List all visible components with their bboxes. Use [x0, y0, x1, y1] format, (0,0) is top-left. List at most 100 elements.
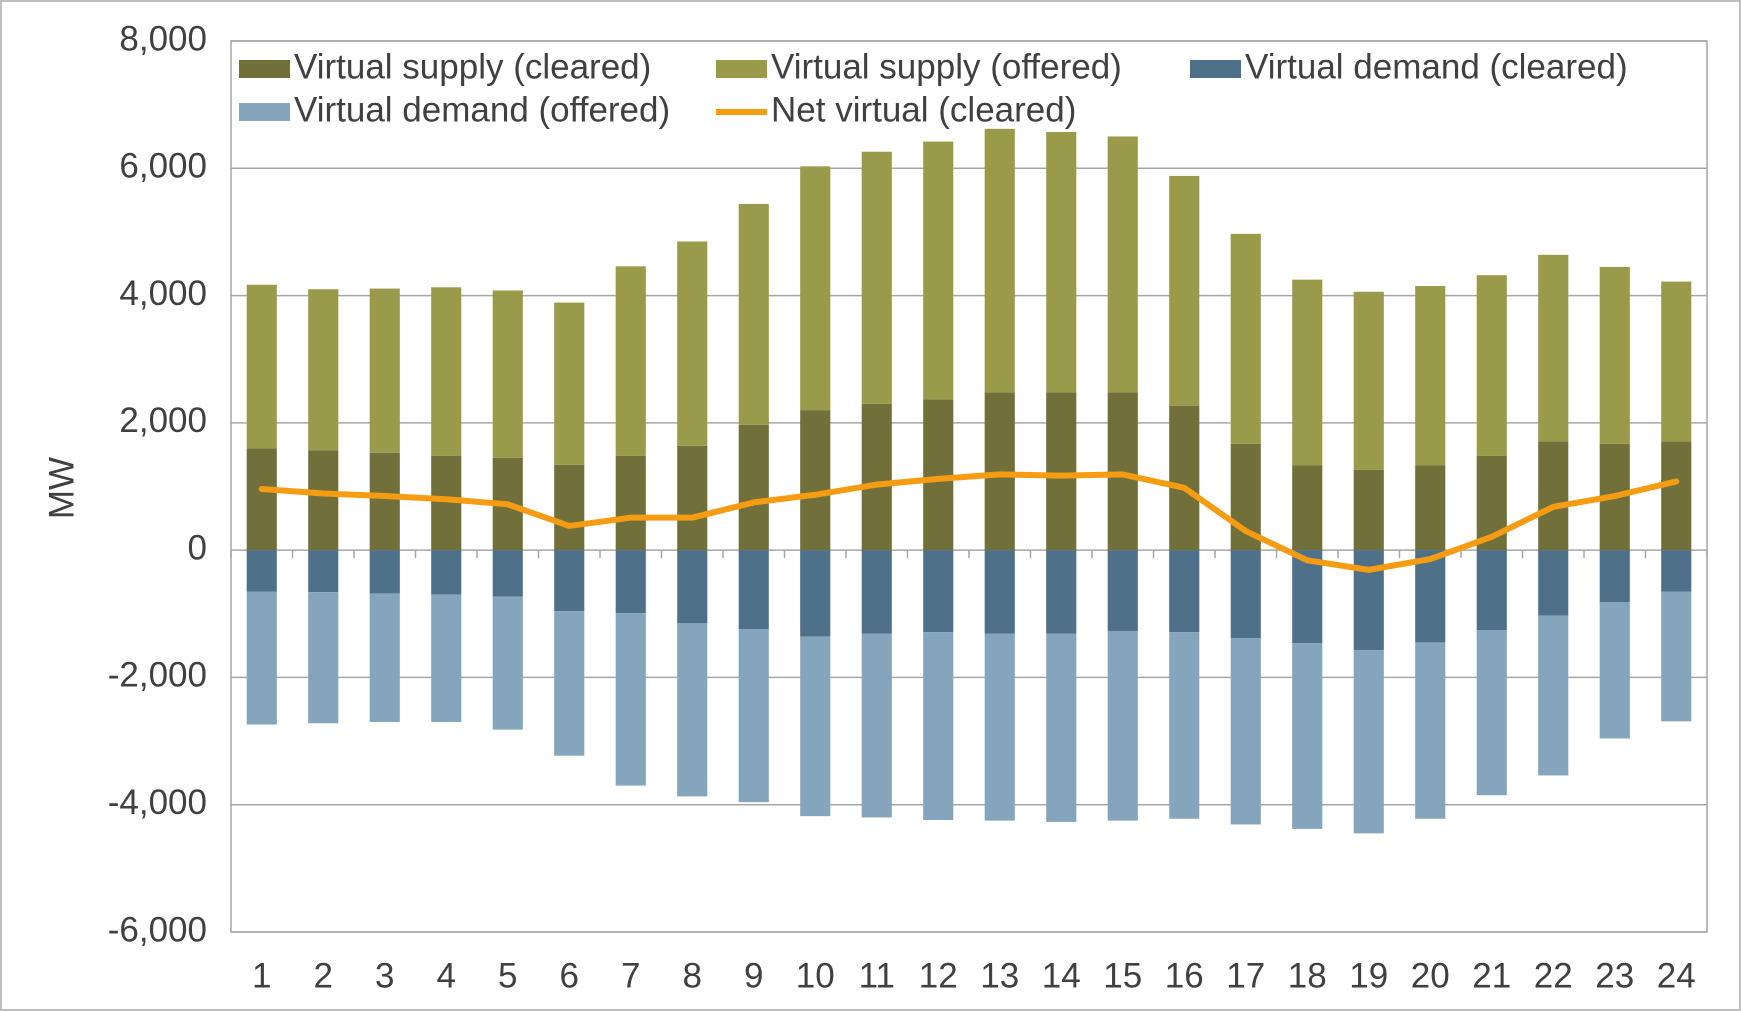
bar	[1169, 550, 1200, 633]
bar	[308, 289, 339, 451]
y-tick-label: 4,000	[119, 274, 207, 313]
bar	[800, 550, 831, 637]
bar	[1599, 266, 1630, 444]
y-tick-label: 8,000	[119, 19, 207, 58]
bar	[431, 287, 462, 456]
bar	[246, 550, 277, 592]
bar	[677, 445, 708, 551]
x-tick-label: 4	[437, 956, 456, 995]
bar	[554, 550, 585, 612]
bar	[1476, 275, 1507, 456]
bar	[1107, 630, 1138, 821]
x-tick-label: 1	[252, 956, 271, 995]
bar	[738, 629, 769, 803]
y-axis-label: MW	[42, 457, 81, 519]
bar	[1046, 633, 1077, 822]
bar	[1661, 591, 1692, 722]
bar	[246, 591, 277, 725]
bar	[369, 593, 400, 722]
x-tick-label: 21	[1472, 956, 1511, 995]
bar	[1046, 132, 1077, 393]
bar	[861, 403, 892, 551]
legend-label: Virtual supply (offered)	[771, 47, 1122, 86]
bar	[738, 203, 769, 425]
bar	[1661, 441, 1692, 551]
x-tick-label: 8	[683, 956, 702, 995]
bar	[1415, 550, 1446, 643]
bar	[923, 399, 954, 551]
bar	[1538, 615, 1569, 776]
x-tick-label: 10	[796, 956, 835, 995]
y-tick-label: -2,000	[108, 656, 207, 695]
bar	[984, 392, 1015, 551]
bar	[800, 410, 831, 551]
bar	[1353, 291, 1384, 470]
bar	[1107, 136, 1138, 393]
bar	[1169, 175, 1200, 406]
line	[258, 471, 1680, 573]
bar	[1292, 465, 1323, 551]
bar	[431, 594, 462, 722]
bar	[308, 450, 339, 551]
bar	[615, 613, 646, 786]
x-tick-label: 11	[859, 956, 895, 995]
y-tick-label: -6,000	[108, 910, 207, 949]
bar	[677, 241, 708, 446]
bar	[1476, 550, 1507, 631]
legend-label: Virtual demand (cleared)	[1245, 47, 1628, 86]
bar	[1661, 550, 1692, 592]
bar	[308, 592, 339, 724]
bar	[431, 550, 462, 595]
x-tick-label: 6	[560, 956, 579, 995]
bar	[1353, 469, 1384, 551]
bar	[1169, 632, 1200, 819]
bar	[984, 550, 1015, 634]
bar	[1230, 637, 1261, 825]
bar	[1107, 392, 1138, 551]
bar	[1415, 465, 1446, 551]
x-tick-label: 5	[498, 956, 517, 995]
bar	[861, 151, 892, 404]
bar	[1230, 550, 1261, 638]
legend-swatch	[716, 60, 767, 78]
bar	[369, 452, 400, 551]
legend-swatch	[239, 103, 290, 121]
x-tick-label: 13	[980, 956, 1019, 995]
x-tick-label: 24	[1657, 956, 1696, 995]
bar	[1476, 630, 1507, 796]
bar	[492, 290, 523, 458]
bar	[1292, 550, 1323, 644]
bar	[615, 455, 646, 551]
bar	[923, 141, 954, 400]
bar	[1415, 286, 1446, 466]
bar	[800, 636, 831, 817]
bar	[1538, 550, 1569, 616]
x-tick-label: 16	[1165, 956, 1204, 995]
legend-label: Virtual demand (offered)	[294, 90, 670, 129]
bar	[1538, 254, 1569, 442]
y-tick-label: 2,000	[119, 401, 207, 440]
bar	[554, 302, 585, 465]
x-tick-label: 19	[1349, 956, 1388, 995]
x-tick-label: 3	[375, 956, 394, 995]
bar	[923, 550, 954, 633]
x-tick-label: 12	[919, 956, 958, 995]
bar	[984, 633, 1015, 821]
bar	[1230, 233, 1261, 444]
bar	[984, 128, 1015, 393]
y-tick-label: 0	[188, 528, 207, 567]
legend-label: Virtual supply (cleared)	[294, 47, 651, 86]
bar	[615, 550, 646, 614]
bar	[1661, 281, 1692, 442]
bar	[923, 632, 954, 820]
bar	[1292, 279, 1323, 466]
bar	[1599, 550, 1630, 603]
bar	[1046, 392, 1077, 551]
y-tick-label: 6,000	[119, 147, 207, 186]
plot-area	[230, 40, 1708, 933]
bar	[800, 166, 831, 411]
bar	[1415, 642, 1446, 819]
bar	[1538, 441, 1569, 551]
bar	[554, 464, 585, 551]
